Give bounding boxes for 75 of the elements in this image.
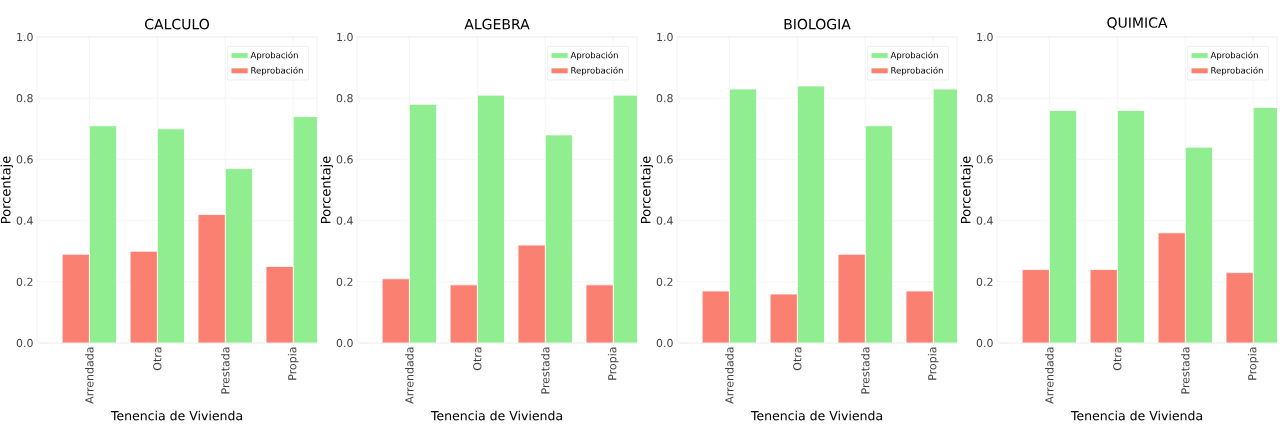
bar: [585, 284, 614, 343]
legend-label: Reprobación: [891, 66, 943, 76]
bar: [517, 244, 546, 343]
y-tick-label: 0.4: [976, 216, 993, 225]
legend-label: Reprobación: [571, 66, 623, 76]
y-tick-label: 1.0: [337, 32, 353, 42]
chart-title: BIOLOGIA: [784, 18, 851, 30]
x-tick-label: Prestada: [541, 347, 550, 394]
y-tick-label: 0.0: [976, 338, 993, 348]
x-tick-label: Arrendada: [405, 347, 414, 404]
y-tick-label: 0.8: [976, 94, 993, 103]
y-tick-label: 0.4: [656, 216, 673, 225]
y-tick-label: 0.6: [656, 155, 673, 164]
y-tick-label: 0.0: [656, 338, 673, 348]
x-tick-label: Arrendada: [1045, 347, 1054, 404]
y-tick-label: 0.4: [16, 216, 33, 225]
x-tick-label: Prestada: [1181, 347, 1190, 394]
y-tick-label: 0.2: [336, 277, 353, 286]
y-tick-label: 0.2: [656, 277, 673, 286]
chart-title: QUIMICA: [1107, 17, 1168, 30]
bar: [1225, 272, 1254, 343]
y-tick-label: 0.6: [976, 155, 993, 164]
bar: [1021, 269, 1050, 343]
bar: [905, 290, 934, 343]
y-tick-label: 1.0: [977, 32, 993, 42]
bar: [88, 125, 117, 343]
y-axis-title: Porcentaje: [320, 156, 334, 223]
y-tick-label: 0.4: [336, 216, 353, 225]
legend-label: Aprobación: [1210, 51, 1258, 60]
chart-title: CALCULO: [145, 18, 209, 30]
x-tick-label: Prestada: [861, 347, 870, 394]
x-axis-title: Tenencia de Vivienda: [430, 410, 562, 421]
x-tick-label: Propia: [927, 347, 939, 380]
legend-label: Aprobación: [570, 51, 618, 60]
bar: [1089, 269, 1118, 343]
y-tick-label: 0.8: [16, 94, 33, 103]
x-axis-title: Tenencia de Vivienda: [750, 410, 882, 421]
y-tick-label: 1.0: [657, 32, 673, 42]
y-tick-label: 0.0: [336, 338, 353, 348]
x-tick-label: Otra: [473, 347, 482, 371]
x-axis-title: Tenencia de Vivienda: [1070, 410, 1202, 421]
y-tick-label: 0.8: [656, 94, 673, 103]
legend-label: Reprobación: [1211, 66, 1263, 76]
x-axis-title: Tenencia de Vivienda: [110, 410, 242, 421]
x-tick-label: Otra: [1113, 347, 1122, 371]
y-tick-label: 0.6: [16, 155, 33, 164]
x-tick-label: Prestada: [221, 347, 230, 394]
y-tick-label: 0.6: [336, 155, 353, 164]
legend-label: Aprobación: [890, 51, 938, 60]
bar: [156, 128, 185, 343]
y-tick-label: 0.2: [16, 277, 33, 286]
chart-title: ALGEBRA: [464, 18, 530, 30]
y-tick-label: 0.0: [16, 338, 33, 348]
bar: [381, 278, 410, 343]
bar: [769, 293, 798, 343]
y-tick-label: 1.0: [17, 32, 33, 42]
y-tick-label: 0.8: [336, 94, 353, 103]
x-tick-label: Propia: [1247, 347, 1259, 380]
x-tick-label: Propia: [607, 347, 619, 380]
bar: [1157, 232, 1186, 343]
bar: [449, 284, 478, 343]
bar: [701, 290, 730, 343]
y-axis-title: Porcentaje: [0, 156, 14, 223]
x-tick-label: Arrendada: [85, 347, 94, 404]
x-tick-label: Arrendada: [725, 347, 734, 404]
x-tick-label: Propia: [287, 347, 299, 380]
y-axis-title: Porcentaje: [640, 156, 654, 223]
y-axis-title: Porcentaje: [960, 156, 974, 223]
legend-label: Reprobación: [251, 66, 303, 76]
legend-label: Aprobación: [250, 51, 298, 60]
y-tick-label: 0.2: [976, 277, 993, 286]
bar: [224, 168, 253, 343]
x-tick-label: Otra: [153, 347, 162, 371]
bar: [837, 253, 866, 343]
x-tick-label: Otra: [793, 347, 802, 371]
